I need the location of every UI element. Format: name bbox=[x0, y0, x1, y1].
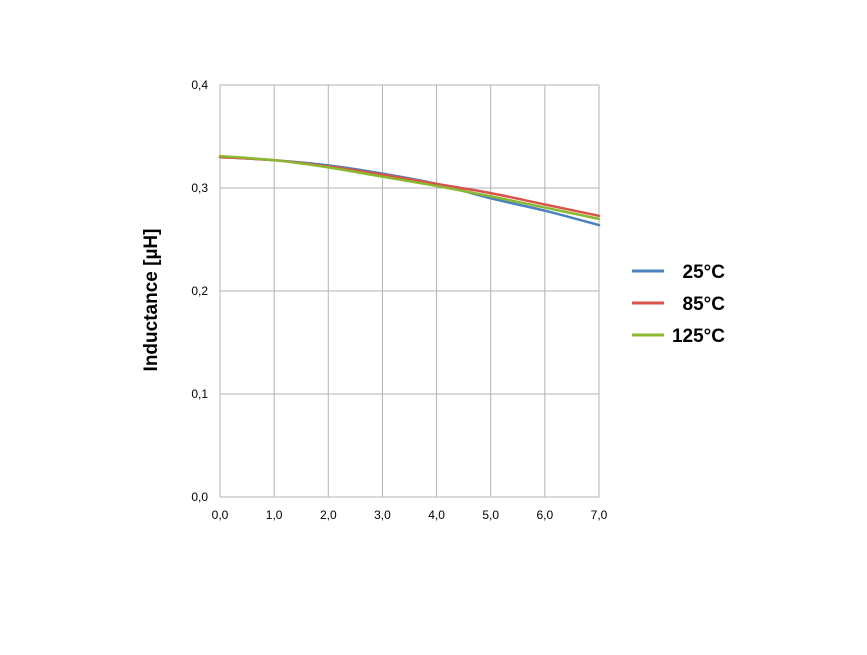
legend-label-125c: 125°C bbox=[672, 326, 725, 347]
series-line-25c bbox=[218, 155, 601, 227]
x-tick-label: 7,0 bbox=[591, 508, 608, 522]
legend-label-85c: 85°C bbox=[683, 294, 726, 315]
y-axis-label: Inductance [µH] bbox=[141, 229, 162, 372]
x-tick-label: 4,0 bbox=[428, 508, 445, 522]
x-tick-labels: 0,0 1,0 2,0 3,0 4,0 5,0 6,0 7,0 bbox=[212, 508, 608, 522]
series-line-125c bbox=[218, 154, 601, 221]
y-tick-label: 0,4 bbox=[191, 78, 208, 92]
y-tick-label: 0,1 bbox=[191, 387, 208, 401]
y-tick-label: 0,0 bbox=[191, 490, 208, 504]
grid-lines bbox=[219, 84, 600, 498]
x-tick-label: 0,0 bbox=[212, 508, 229, 522]
y-tick-label: 0,3 bbox=[191, 181, 208, 195]
x-tick-label: 5,0 bbox=[482, 508, 499, 522]
x-tick-label: 2,0 bbox=[320, 508, 337, 522]
legend: 25°C 85°C 125°C bbox=[632, 262, 725, 347]
x-tick-label: 6,0 bbox=[537, 508, 554, 522]
y-tick-label: 0,2 bbox=[191, 284, 208, 298]
x-tick-label: 3,0 bbox=[374, 508, 391, 522]
series-lines bbox=[218, 154, 601, 227]
y-tick-labels: 0,0 0,1 0,2 0,3 0,4 bbox=[191, 78, 208, 504]
legend-label-25c: 25°C bbox=[683, 262, 726, 283]
x-tick-label: 1,0 bbox=[266, 508, 283, 522]
